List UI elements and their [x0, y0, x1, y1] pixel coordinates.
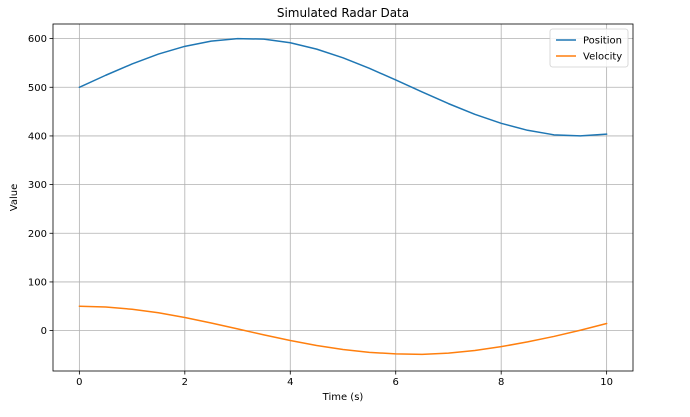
y-tick-label: 500 [28, 83, 47, 94]
x-tick-label: 8 [498, 377, 504, 388]
x-axis-title: Time (s) [322, 392, 364, 403]
series-line-velocity [78, 305, 608, 356]
y-tick-label: 300 [28, 180, 47, 191]
y-tick-label: 600 [28, 34, 47, 45]
x-tick-label: 2 [182, 377, 188, 388]
legend-label: Position [583, 36, 622, 47]
y-axis-title: Value [9, 184, 20, 211]
legend: Position Velocity [549, 28, 629, 68]
y-tick-label: 100 [28, 277, 47, 288]
series-line-position [78, 37, 608, 137]
y-tick-label: 400 [28, 131, 47, 142]
x-tick-label: 10 [600, 377, 613, 388]
legend-label: Velocity [583, 52, 622, 63]
x-tick-label: 0 [76, 377, 82, 388]
x-tick-label: 4 [287, 377, 293, 388]
plot-frame [52, 23, 634, 372]
series-lines [78, 37, 608, 356]
y-tick-label: 200 [28, 229, 47, 240]
chart-title: Simulated Radar Data [277, 6, 409, 20]
y-tick-label: 0 [41, 326, 47, 337]
grid [53, 24, 633, 371]
x-tick-label: 6 [393, 377, 399, 388]
legend-box [549, 28, 629, 68]
